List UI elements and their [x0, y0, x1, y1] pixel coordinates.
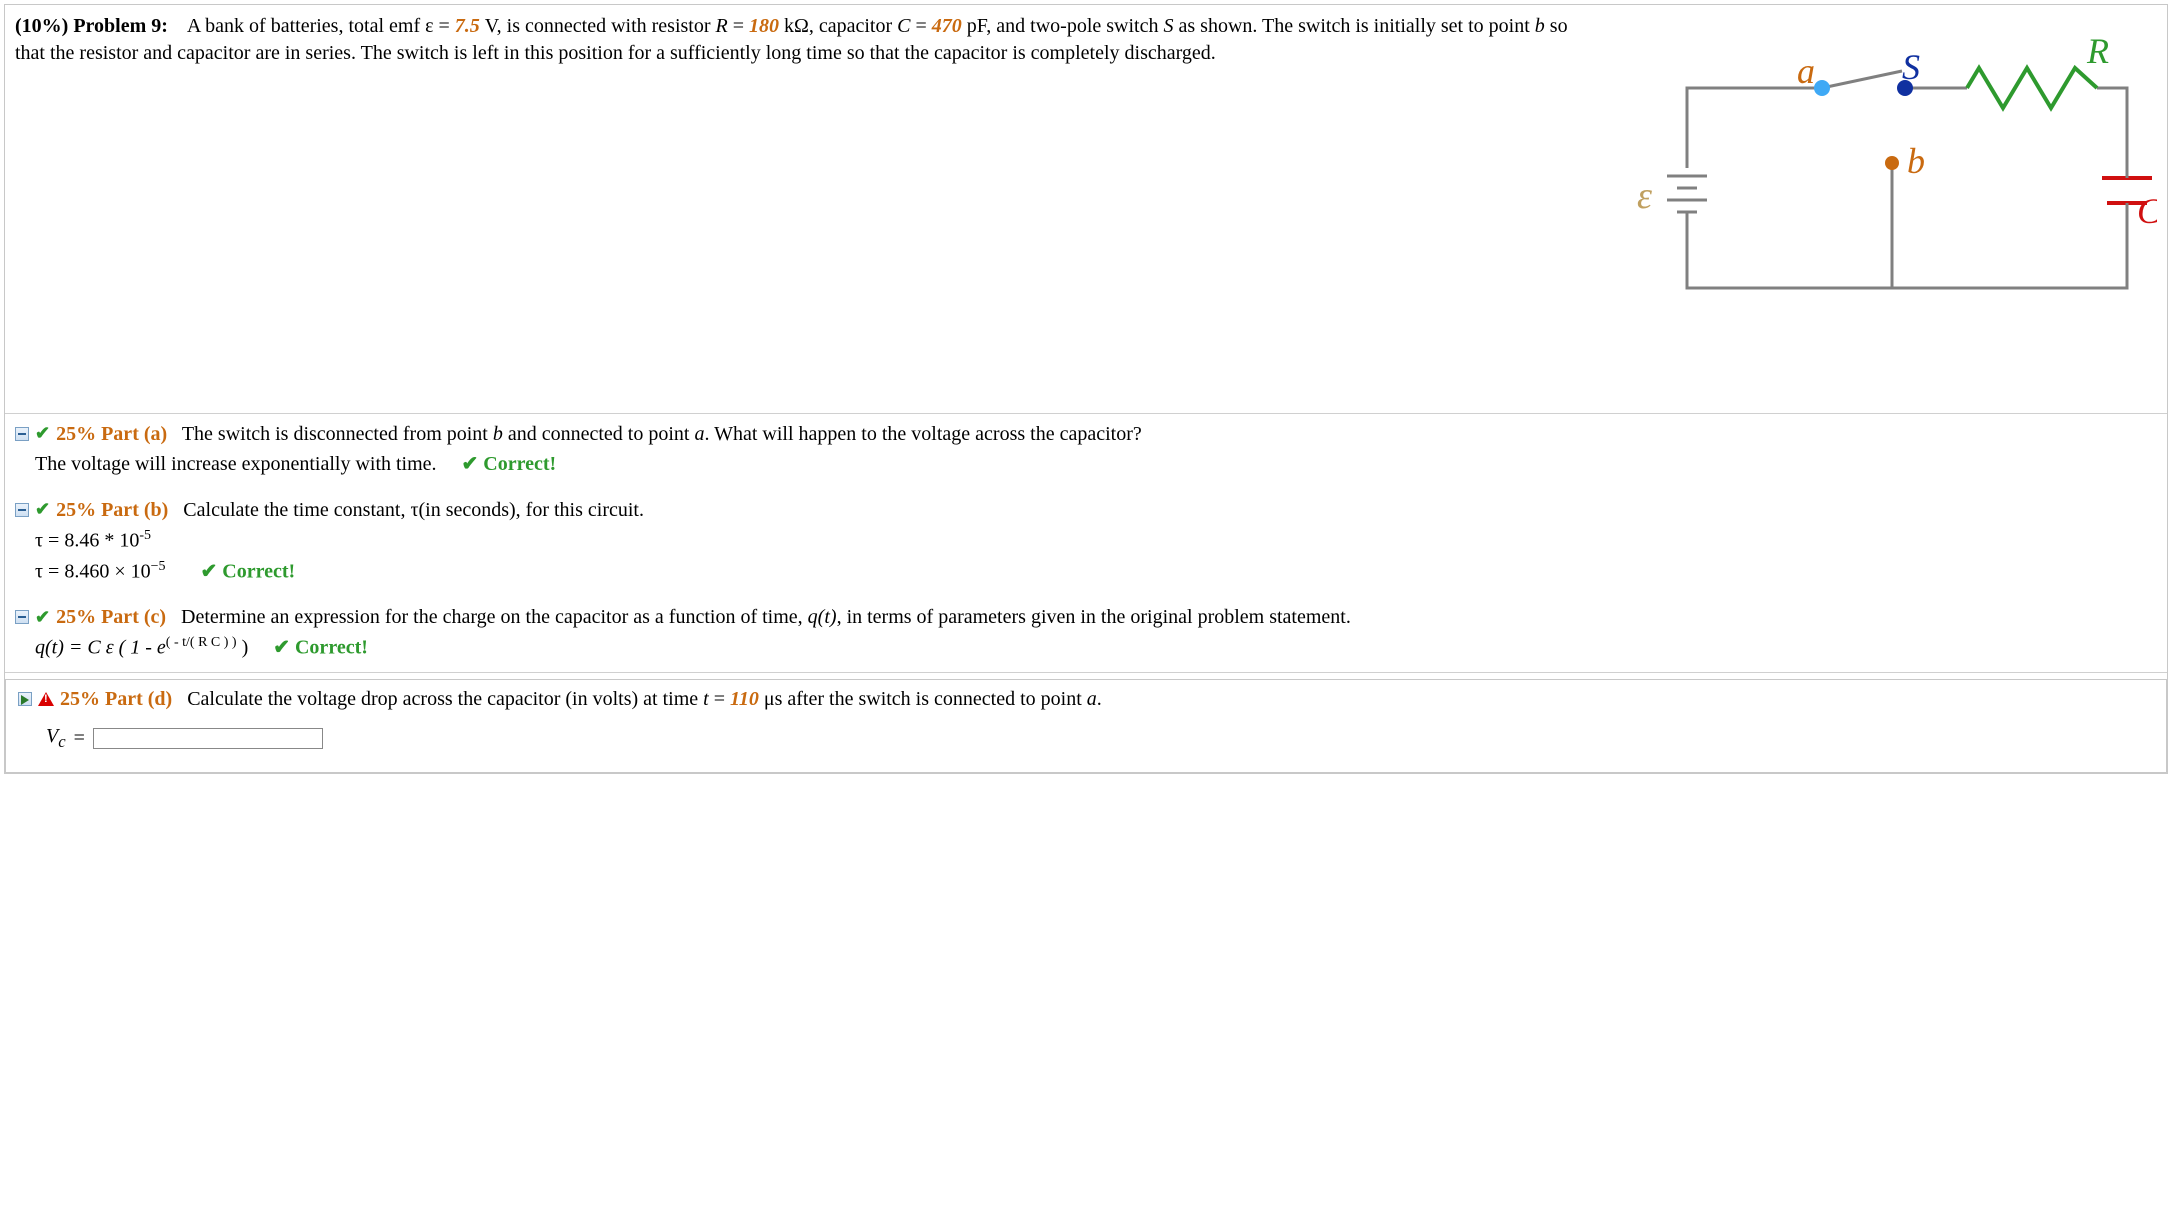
pb-line2-exp: −5 [151, 559, 166, 574]
pc2: , in terms of parameters given in the or… [837, 606, 1351, 628]
pd-tval: 110 [730, 688, 759, 710]
pa2: and connected to point [503, 423, 695, 445]
pa3: . What will happen to the voltage across… [704, 423, 1141, 445]
checkmark-icon: ✔ [35, 605, 50, 630]
problem-number: Problem 9: [73, 15, 168, 37]
emf-value: 7.5 [455, 15, 480, 37]
pc1: Determine an expression for the charge o… [181, 606, 808, 628]
part-a-feedback: ✔ Correct! [462, 453, 557, 475]
pc-ans-post: ) [237, 637, 249, 659]
part-d-label: 25% Part (d) [60, 688, 172, 710]
r-var: R [716, 15, 728, 37]
circuit-diagram: a S R b ε C [1607, 13, 2157, 319]
part-a-answer: The voltage will increase exponentially … [35, 453, 437, 475]
label-eps: ε [1637, 175, 1652, 217]
part-d: 25% Part (d) Calculate the voltage drop … [5, 679, 2167, 773]
label-r: R [2086, 31, 2109, 71]
t4: kΩ, capacitor [779, 15, 897, 37]
part-c-label: 25% Part (c) [56, 606, 166, 628]
t2: V, is connected with resistor [480, 15, 716, 37]
label-b: b [1907, 141, 1925, 181]
part-a-label: 25% Part (a) [56, 423, 167, 445]
label-a: a [1797, 51, 1815, 91]
pd2: = [709, 688, 730, 710]
s-var: S [1164, 15, 1174, 37]
checkmark-icon: ✔ [35, 421, 50, 446]
pb-prompt: Calculate the time constant, τ(in second… [183, 499, 644, 521]
t3: = [728, 15, 749, 37]
problem-statement: (10%) Problem 9: A bank of batteries, to… [15, 13, 1587, 319]
r-value: 180 [749, 15, 779, 37]
label-cap: C [2137, 191, 2157, 231]
pc-q: q(t) [808, 606, 837, 628]
part-b-feedback: ✔ Correct! [201, 560, 296, 582]
expand-icon[interactable] [18, 692, 32, 706]
c-var: C [897, 15, 910, 37]
pb-line1: τ = 8.46 * 10 [35, 530, 139, 552]
vc-var: V [46, 725, 58, 747]
collapse-icon[interactable] [15, 503, 29, 517]
collapse-icon[interactable] [15, 610, 29, 624]
pb-line1-exp: -5 [139, 528, 151, 543]
b-var: b [1535, 15, 1545, 37]
part-c-feedback: ✔ Correct! [273, 637, 368, 659]
problem-container: (10%) Problem 9: A bank of batteries, to… [4, 4, 2168, 774]
spacer [15, 319, 2157, 399]
pd-a: a [1087, 688, 1097, 710]
label-s: S [1902, 47, 1920, 87]
pa-a: a [694, 423, 704, 445]
t5: = [911, 15, 932, 37]
problem-percent: (10%) [15, 15, 68, 37]
part-b: ✔ 25% Part (b) Calculate the time consta… [15, 496, 2157, 585]
pc-ans-exp: ( - t/( R C ) ) [166, 635, 237, 650]
c-value: 470 [932, 15, 962, 37]
t6: pF, and two-pole switch [962, 15, 1164, 37]
divider [5, 672, 2167, 673]
problem-header: (10%) Problem 9: A bank of batteries, to… [15, 13, 2157, 319]
vc-sub: c [58, 732, 65, 751]
warning-icon [38, 692, 54, 706]
pa-b: b [493, 423, 503, 445]
collapse-icon[interactable] [15, 427, 29, 441]
vc-input[interactable] [93, 728, 323, 749]
pc-ans-pre: q(t) = C ε ( 1 - e [35, 637, 166, 659]
part-c: ✔ 25% Part (c) Determine an expression f… [15, 603, 2157, 662]
pa1: The switch is disconnected from point [182, 423, 493, 445]
pd1: Calculate the voltage drop across the ca… [187, 688, 703, 710]
part-b-label: 25% Part (b) [56, 499, 168, 521]
t7: as shown. The switch is initially set to… [1174, 15, 1535, 37]
divider [5, 413, 2167, 414]
checkmark-icon: ✔ [35, 497, 50, 522]
pb-line2: τ = 8.460 × 10 [35, 560, 151, 582]
vc-eq: = [74, 727, 85, 750]
part-a: ✔ 25% Part (a) The switch is disconnecte… [15, 420, 2157, 478]
pd3: μs after the switch is connected to poin… [759, 688, 1087, 710]
pd4: . [1097, 688, 1102, 710]
t1: A bank of batteries, total emf ε = [187, 15, 455, 37]
